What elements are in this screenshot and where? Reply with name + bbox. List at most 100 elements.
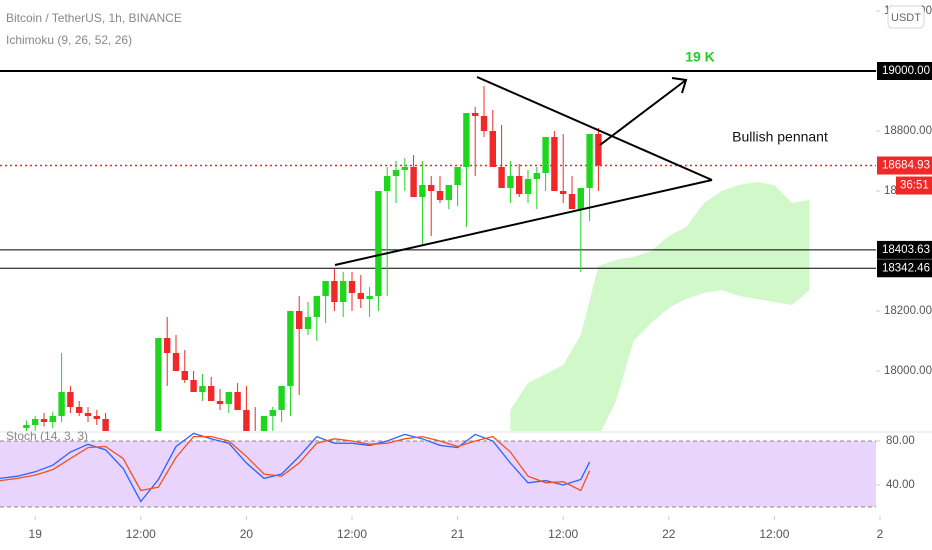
stoch-pane [0, 431, 932, 508]
level-label: 18403.63 [882, 244, 930, 256]
candle-body [76, 406, 83, 413]
stoch-line [0, 435, 591, 492]
arrow-head [671, 77, 688, 94]
annotation: 19 K [685, 49, 715, 65]
candle-body [84, 412, 92, 416]
candle-body [392, 170, 400, 177]
y-tick-label: 18000.00 [884, 365, 932, 377]
candle-body [164, 337, 171, 353]
candle-body [304, 316, 312, 329]
candle-body [357, 292, 364, 299]
candle-body [322, 280, 329, 296]
annotation: Bullish pennant [732, 129, 828, 145]
candle-body [260, 415, 268, 431]
candle-body [560, 191, 567, 195]
candle-body [480, 116, 488, 132]
candle-body [348, 280, 356, 293]
currency-button[interactable] [887, 5, 925, 29]
candle-body [287, 310, 294, 386]
candle-body [436, 191, 444, 201]
x-tick-label: 21 [451, 527, 465, 541]
stoch-line [0, 432, 591, 503]
candle-body [577, 188, 584, 210]
candle-body [586, 134, 593, 189]
candle-body [542, 137, 549, 174]
candle-body [67, 391, 74, 407]
candle-body [331, 280, 338, 302]
candle-body [278, 385, 285, 410]
level-label-box [877, 240, 932, 259]
candle-body [243, 409, 250, 431]
level-label: 19000.00 [882, 65, 930, 77]
countdown-box [896, 176, 932, 195]
candle-body [551, 137, 558, 192]
candle-body [568, 194, 576, 210]
candle-body [313, 295, 320, 317]
y-tick-label: 80.00 [886, 435, 915, 447]
y-tick-label: 40.00 [886, 479, 915, 491]
x-tick-label: 19 [29, 527, 43, 541]
candle-body [199, 385, 206, 392]
candle-body [340, 280, 347, 302]
level-label-box [877, 62, 932, 81]
candle-body [498, 167, 505, 189]
x-tick-label: 22 [662, 527, 676, 541]
candle-body [32, 418, 39, 425]
x-tick-label: 12:00 [126, 527, 156, 541]
price-pane [0, 70, 876, 431]
x-tick-label: 2 [877, 527, 884, 541]
candle-body [155, 337, 162, 431]
candle-body [181, 370, 188, 380]
candle-body [234, 391, 241, 410]
x-tick-label: 12:00 [759, 527, 789, 541]
pennant-upper [476, 76, 713, 181]
candle-body [419, 185, 426, 198]
pennant-lower [334, 179, 713, 266]
candle-body [49, 415, 56, 422]
candle-body [428, 185, 435, 192]
candle-body [225, 391, 232, 404]
candle-body [102, 418, 109, 431]
x-tick-label: 12:00 [548, 527, 578, 541]
x-tick-label: 12:00 [337, 527, 367, 541]
candle-body [296, 310, 303, 329]
candle-body [507, 176, 514, 189]
candle-body [463, 113, 470, 168]
candle-body [472, 113, 479, 117]
y-tick-label: 18200.00 [884, 305, 932, 317]
candle-body [269, 409, 276, 416]
candle-body [533, 173, 540, 180]
ichimoku-cloud [510, 182, 810, 431]
symbol-title: Bitcoin / TetherUS, 1h, BINANCE [6, 11, 182, 25]
candle-body [401, 167, 408, 171]
candle-body [93, 415, 100, 419]
arrow [599, 79, 687, 146]
candle-body [23, 424, 30, 428]
candle-body [516, 176, 523, 195]
candle-body [252, 430, 259, 431]
candle-body [595, 134, 602, 166]
candle-body [454, 167, 461, 186]
candle-body [172, 352, 180, 371]
y-tick-label: 18800.00 [884, 125, 932, 137]
level-label: 18342.46 [882, 262, 930, 274]
axes: 19200.0019000.0018800.0018600.0018400.00… [29, 5, 932, 541]
current-price-label: 18684.93 [882, 160, 930, 172]
indicator-title: Ichimoku (9, 26, 52, 26) [6, 33, 132, 47]
candle-body [384, 176, 391, 192]
candle-body [40, 418, 48, 422]
candle-body [375, 191, 382, 296]
currency-label[interactable]: USDT [891, 12, 921, 24]
current-price-box [877, 156, 932, 175]
candle-body [524, 179, 532, 195]
candle-body [216, 400, 224, 404]
candle-body [58, 391, 65, 416]
candle-body [190, 379, 197, 392]
candle-body [366, 295, 373, 299]
x-tick-label: 20 [240, 527, 254, 541]
stoch-title: Stoch (14, 3, 3) [6, 429, 88, 443]
candle-body [489, 131, 496, 168]
level-label-box [877, 259, 932, 278]
countdown: 36:51 [900, 180, 929, 192]
